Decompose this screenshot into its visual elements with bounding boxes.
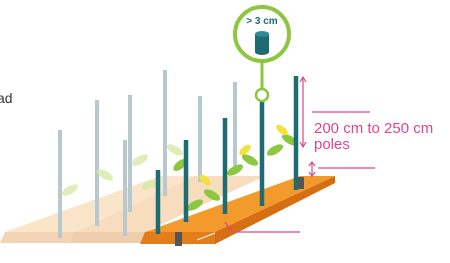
height-label: poles bbox=[314, 136, 350, 153]
height-label: 200 cm to 250 cm bbox=[314, 120, 433, 137]
diagram: ad bbox=[0, 0, 450, 263]
stake bbox=[298, 177, 304, 189]
cut-text: ad bbox=[0, 90, 13, 106]
stake bbox=[175, 232, 182, 246]
callout-label: > 3 cm bbox=[246, 16, 278, 27]
